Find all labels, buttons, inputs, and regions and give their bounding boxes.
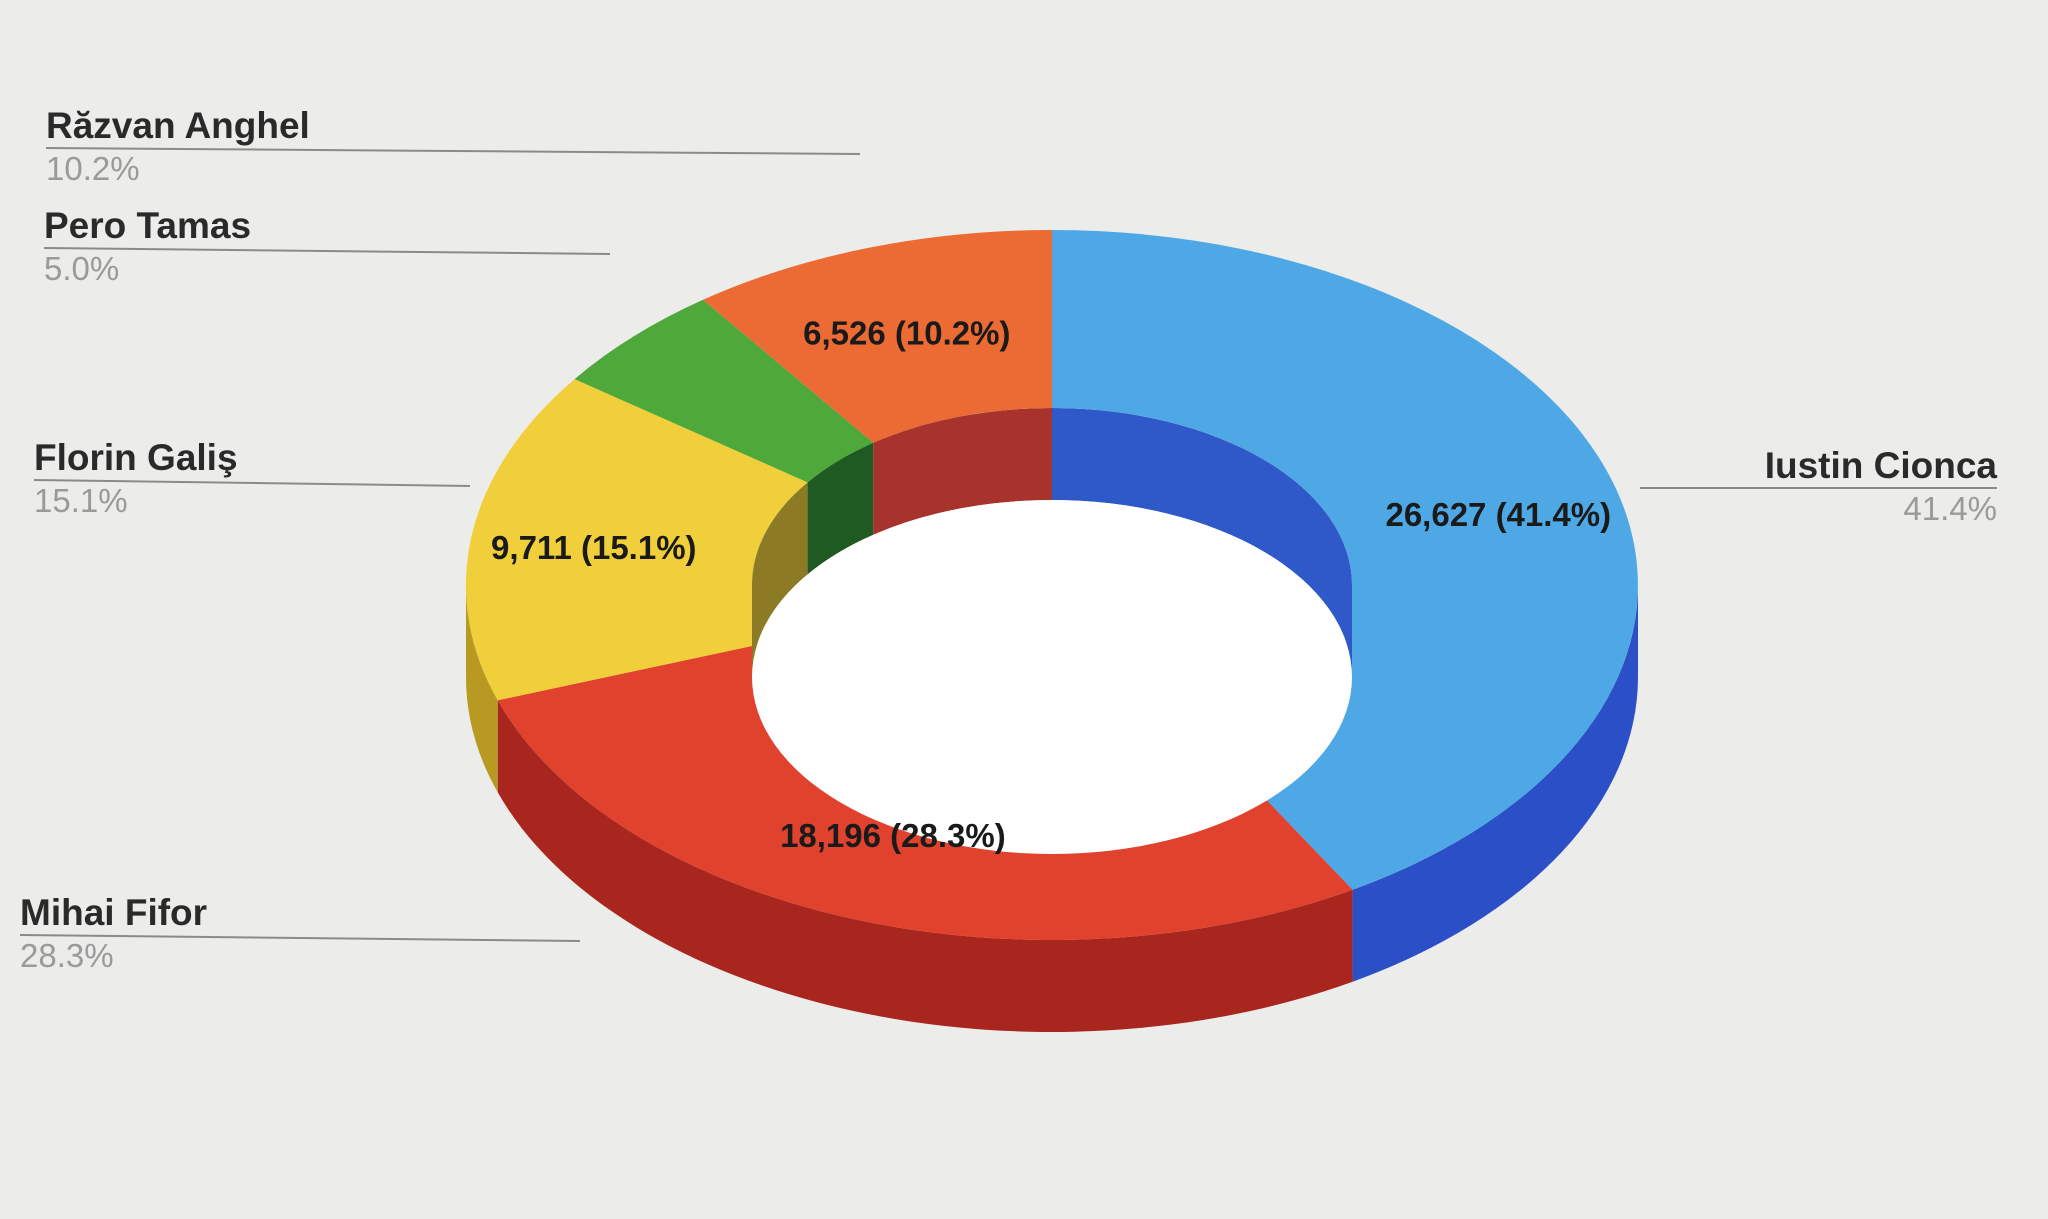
leader-lines bbox=[19, 147, 1997, 942]
outside-labels: Iustin Cionca 41.4% Mihai Fifor 28.3% Florin… bbox=[20, 105, 1997, 974]
slice-florin-galis bbox=[465, 379, 808, 701]
label-percent-florin-galis: 15.1% bbox=[34, 482, 128, 519]
label-name-iustin-cionca: Iustin Cionca bbox=[1765, 445, 1998, 486]
inner-wall-pero-tamas bbox=[807, 442, 874, 575]
data-labels: 26,627 (41.4%) 18,196 (28.3%) 9,711 (15.1%… bbox=[491, 314, 1611, 853]
slice-razvan-anghel bbox=[703, 229, 1052, 443]
slice-pero-tamas bbox=[574, 299, 874, 483]
outside-label-iustin-cionca: Iustin Cionca 41.4% bbox=[1765, 445, 1998, 527]
leader-line-razvan-anghel bbox=[45, 147, 861, 155]
outside-label-razvan-anghel: Răzvan Anghel 10.2% bbox=[46, 105, 310, 187]
inner-wall-florin-galis bbox=[752, 482, 808, 677]
label-percent-mihai-fifor: 28.3% bbox=[20, 937, 114, 974]
data-label-florin-galis: 9,711 (15.1%) bbox=[491, 529, 696, 566]
outside-label-pero-tamas: Pero Tamas 5.0% bbox=[44, 205, 251, 287]
donut-sides bbox=[465, 585, 1638, 1032]
leader-line-pero-tamas bbox=[43, 247, 611, 255]
label-percent-iustin-cionca: 41.4% bbox=[1903, 490, 1997, 527]
outside-label-florin-galis: Florin Galiş 15.1% bbox=[34, 437, 238, 519]
leader-line-mihai-fifor bbox=[19, 934, 581, 942]
data-label-iustin-cionca: 26,627 (41.4%) bbox=[1385, 496, 1611, 533]
side-florin-galis bbox=[465, 585, 498, 793]
label-name-florin-galis: Florin Galiş bbox=[34, 437, 238, 478]
label-percent-pero-tamas: 5.0% bbox=[44, 250, 119, 287]
side-mihai-fifor bbox=[497, 700, 1353, 1032]
inner-wall-iustin-cionca bbox=[1052, 408, 1352, 677]
side-iustin-cionca bbox=[1352, 585, 1638, 982]
donut-hole-floor bbox=[752, 500, 1352, 854]
label-percent-razvan-anghel: 10.2% bbox=[46, 150, 140, 187]
leader-line-florin-galis bbox=[33, 479, 471, 487]
slice-iustin-cionca bbox=[1052, 230, 1638, 890]
outside-label-mihai-fifor: Mihai Fifor 28.3% bbox=[20, 892, 207, 974]
data-label-mihai-fifor: 18,196 (28.3%) bbox=[780, 817, 1006, 854]
inner-wall-razvan-anghel bbox=[873, 408, 1052, 535]
label-name-razvan-anghel: Răzvan Anghel bbox=[46, 105, 310, 146]
label-name-pero-tamas: Pero Tamas bbox=[44, 205, 251, 246]
label-name-mihai-fifor: Mihai Fifor bbox=[20, 892, 207, 933]
donut-inner-wall bbox=[752, 408, 1352, 854]
data-label-razvan-anghel: 6,526 (10.2%) bbox=[803, 314, 1010, 351]
